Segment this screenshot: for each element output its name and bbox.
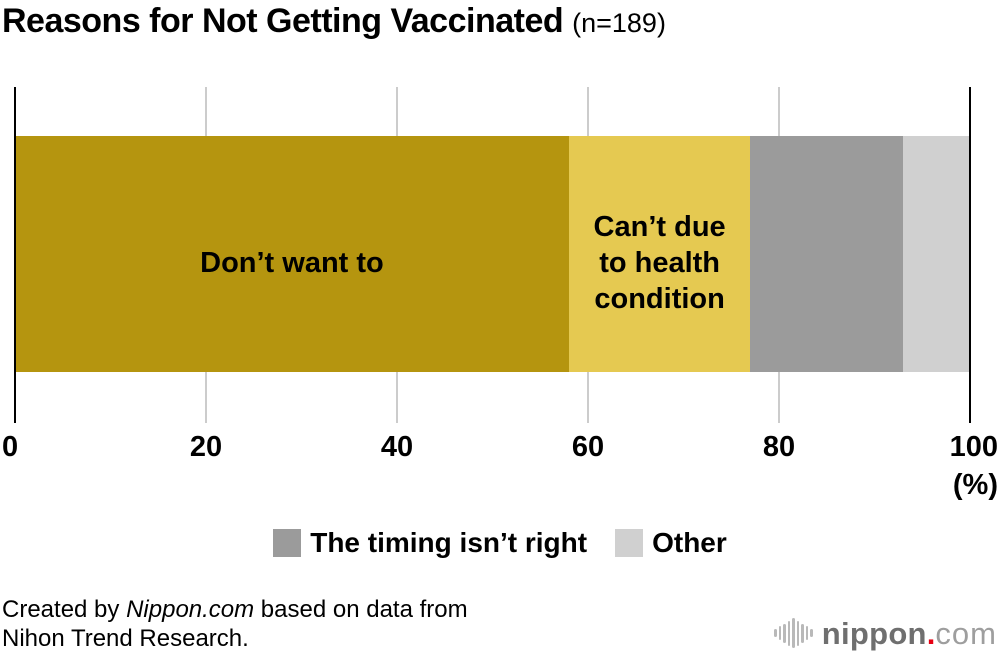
axis-line-right	[969, 87, 971, 423]
credit-source: Nippon.com	[126, 596, 255, 623]
soundwave-icon	[774, 616, 813, 650]
legend-item: The timing isn’t right	[273, 527, 587, 559]
page-title: Reasons for Not Getting Vaccinated	[2, 2, 564, 40]
credit-text: Created by Nippon.com based on data from…	[2, 595, 468, 653]
credit-line-1: Created by Nippon.com based on data from	[2, 596, 468, 623]
sample-size-label: (n=189)	[572, 8, 666, 38]
nippon-logo: nippon. com	[774, 611, 997, 655]
logo-name: nippon	[821, 615, 927, 651]
bar-segment-label: Can’t due to health condition	[593, 211, 726, 315]
x-tick-label-40: 40	[380, 431, 414, 463]
x-tick-label-80: 80	[762, 431, 796, 463]
logo-tld: com	[935, 615, 997, 651]
x-axis-tick-labels: 0 20 40 60 80 100	[2, 431, 998, 465]
legend-label: The timing isn’t right	[310, 527, 588, 558]
logo-red-dot: .	[926, 615, 936, 651]
x-axis-unit-label: (%)	[952, 469, 998, 501]
x-tick-label-0: 0	[2, 431, 19, 463]
stacked-bar: Don’t want to Can’t due to health conditi…	[15, 136, 970, 372]
x-tick-label-20: 20	[189, 431, 223, 463]
nippon-logo-text: nippon. com	[822, 618, 997, 649]
bar-segment-1: Don’t want to	[15, 136, 569, 372]
legend-label: Other	[652, 527, 727, 558]
legend-item: Other	[615, 527, 727, 559]
bar-segment-4	[903, 136, 970, 372]
legend-swatch	[273, 529, 302, 557]
x-tick-label-60: 60	[571, 431, 605, 463]
bar-segment-2: Can’t due to health condition	[568, 136, 751, 372]
axis-line-left	[14, 87, 16, 423]
legend: The timing isn’t right Other	[0, 527, 1000, 559]
chart-header: Reasons for Not Getting Vaccinated (n=189…	[2, 2, 666, 41]
plot-area: Don’t want to Can’t due to health conditi…	[2, 87, 998, 500]
bar-segment-label: Don’t want to	[200, 247, 384, 279]
bar-segment-3	[750, 136, 904, 372]
legend-swatch	[615, 529, 644, 557]
x-tick-label-100: 100	[949, 431, 998, 463]
credit-line-2: Nihon Trend Research.	[2, 625, 249, 652]
